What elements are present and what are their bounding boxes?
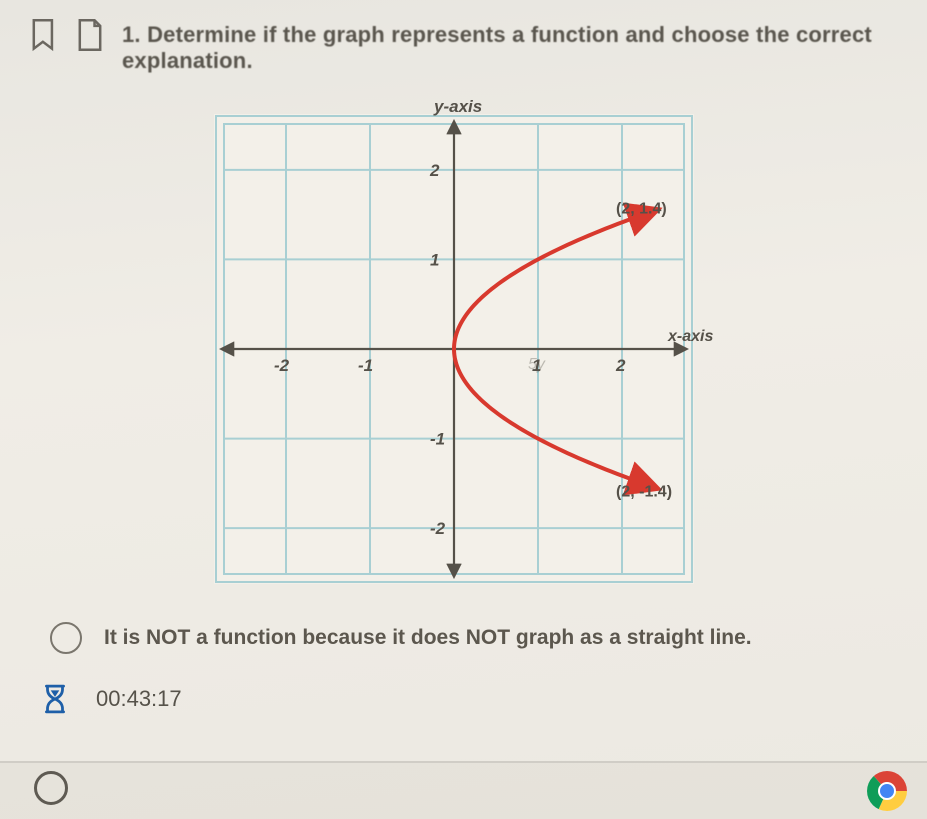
question-text: 1. Determine if the graph represents a f… <box>122 18 897 74</box>
svg-text:-2: -2 <box>274 356 290 375</box>
chrome-icon[interactable] <box>865 769 909 813</box>
svg-text:1: 1 <box>430 250 439 269</box>
svg-text:-2: -2 <box>430 519 446 538</box>
page-icon[interactable] <box>76 18 104 52</box>
radio-unchecked-icon[interactable] <box>50 622 82 654</box>
question-number: 1. <box>122 22 141 47</box>
svg-text:5y: 5y <box>528 356 546 373</box>
svg-text:2: 2 <box>615 356 626 375</box>
svg-text:-1: -1 <box>430 430 445 449</box>
question-body: Determine if the graph represents a func… <box>122 22 872 73</box>
bookmark-icon[interactable] <box>30 18 58 52</box>
function-graph: -2-112-2-112y-axisx-axis5y(2, 1.4)(2, -1… <box>204 94 724 594</box>
svg-text:-1: -1 <box>358 356 373 375</box>
bottom-bar <box>0 761 927 819</box>
svg-text:2: 2 <box>429 161 440 180</box>
svg-text:(2, 1.4): (2, 1.4) <box>616 201 667 218</box>
svg-text:(2, -1.4): (2, -1.4) <box>616 483 672 500</box>
answer-text: It is NOT a function because it does NOT… <box>104 626 752 650</box>
nav-circle-icon[interactable] <box>34 771 68 805</box>
timer-row: 00:43:17 <box>0 654 927 714</box>
timer-value: 00:43:17 <box>96 686 182 712</box>
question-row: 1. Determine if the graph represents a f… <box>0 0 927 74</box>
svg-text:x-axis: x-axis <box>667 328 713 345</box>
hourglass-icon <box>42 684 68 714</box>
svg-text:y-axis: y-axis <box>433 97 482 116</box>
answer-option-1[interactable]: It is NOT a function because it does NOT… <box>0 594 927 654</box>
